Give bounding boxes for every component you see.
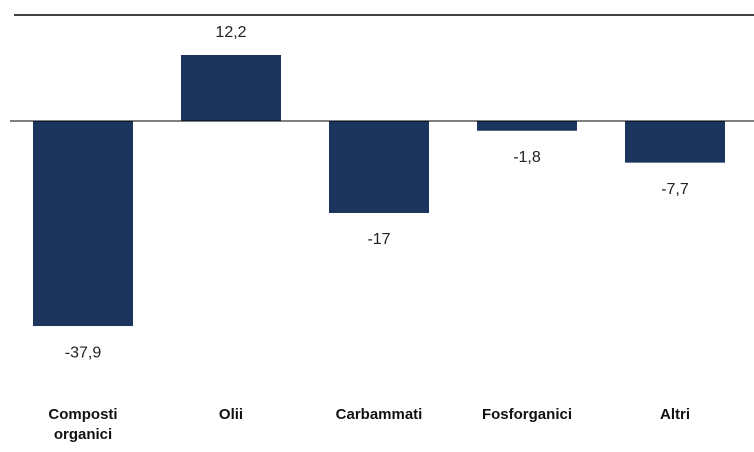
value-label: -17 — [367, 231, 390, 248]
bar — [33, 121, 133, 327]
x-tick-label: Olii — [218, 406, 244, 423]
bar — [181, 54, 281, 121]
x-tick-label: Altri — [660, 406, 690, 423]
bar — [477, 121, 577, 131]
x-tick-label: Composti organici — [48, 406, 118, 443]
x-tick-label: Fosforganici — [481, 406, 572, 423]
bar — [329, 121, 429, 213]
bar — [625, 121, 725, 163]
value-label: -37,9 — [65, 344, 102, 361]
value-label: -7,7 — [661, 181, 689, 198]
value-label: 12,2 — [215, 24, 246, 41]
x-tick-label: Carbammati — [335, 406, 423, 423]
value-label: -1,8 — [513, 149, 541, 166]
